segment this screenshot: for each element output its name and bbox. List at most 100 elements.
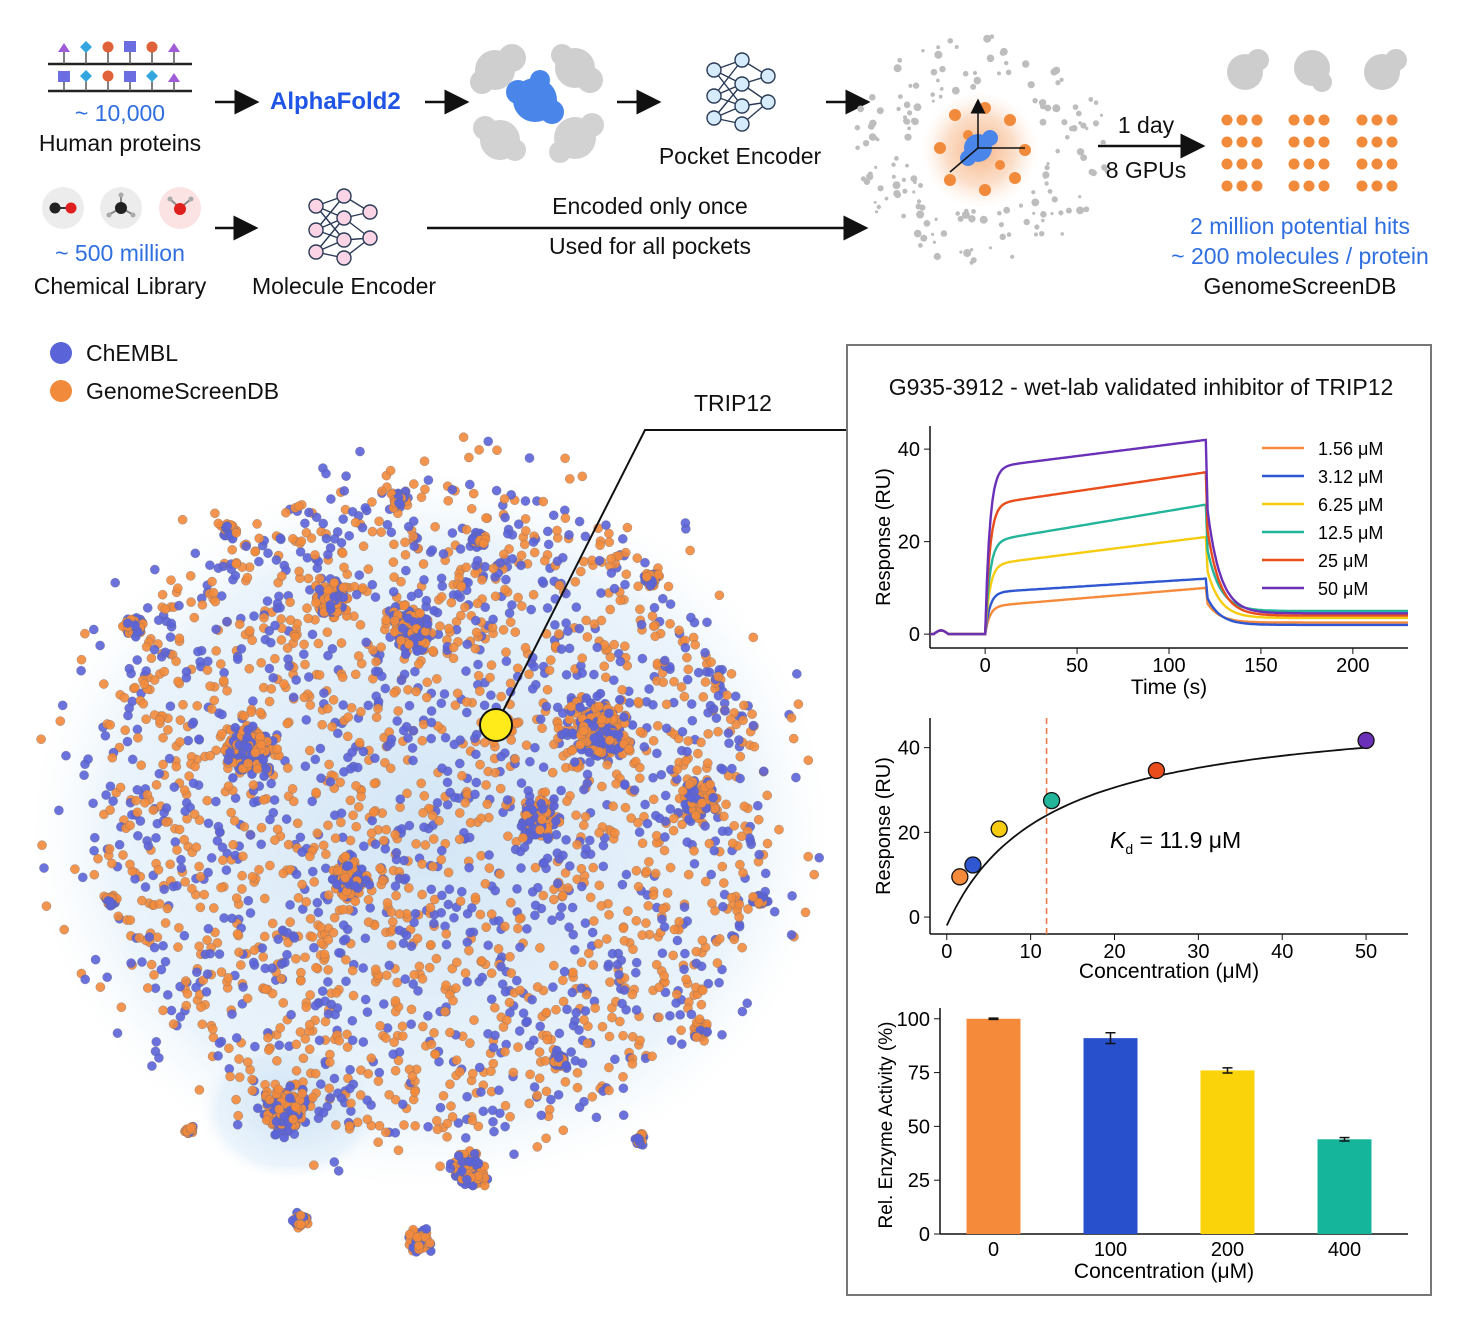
chembl-point <box>400 649 411 660</box>
genomescreendb-point <box>558 1125 569 1136</box>
genomescreendb-point <box>582 632 593 642</box>
chembl-point <box>426 733 437 744</box>
chembl-point <box>564 643 575 654</box>
molecule-dot <box>1039 231 1045 237</box>
genomescreendb-point <box>331 988 342 998</box>
genomescreendb-point <box>276 571 287 582</box>
chembl-point <box>245 908 256 918</box>
genomescreendb-point <box>159 666 170 677</box>
chembl-point <box>268 672 279 683</box>
genomescreendb-point <box>208 587 219 598</box>
panel-title: G935-3912 - wet-lab validated inhibitor … <box>888 374 1394 400</box>
genomescreendb-point <box>693 748 703 759</box>
genomescreendb-point <box>187 883 197 894</box>
chembl-point <box>270 620 280 631</box>
chembl-point <box>516 821 527 832</box>
trip12-highlight-point[interactable] <box>479 708 513 742</box>
molecule-encoder-label: Molecule Encoder <box>251 273 437 299</box>
chembl-point <box>461 707 472 718</box>
genomescreendb-point <box>446 597 457 608</box>
molecule-dot <box>873 200 877 204</box>
genomescreendb-point <box>120 725 131 736</box>
chembl-point <box>679 902 690 912</box>
genomescreendb-point <box>301 897 312 907</box>
molecule-dot <box>896 106 901 112</box>
genomescreendb-point <box>418 1021 428 1032</box>
molecule-dot <box>1055 148 1060 154</box>
genomescreendb-point <box>149 675 160 685</box>
chembl-point <box>426 717 437 728</box>
chembl-point <box>447 528 458 538</box>
chembl-point <box>360 994 371 1005</box>
molecule-dot <box>892 181 901 190</box>
chembl-point <box>742 998 753 1009</box>
chembl-point <box>538 762 549 773</box>
genomescreendb-point <box>350 517 361 528</box>
genomescreendb-point <box>293 501 304 512</box>
genomescreendb-point <box>749 741 760 752</box>
genomescreendb-point <box>272 744 283 754</box>
genomescreendb-point <box>303 613 314 624</box>
hit-dot <box>1236 136 1248 148</box>
genomescreendb-point <box>464 945 474 956</box>
genomescreendb-point <box>304 1044 315 1055</box>
chembl-point <box>584 747 594 758</box>
chembl-point <box>174 600 184 611</box>
chembl-point <box>388 1049 399 1060</box>
chembl-point <box>345 1064 355 1075</box>
genomescreendb-point <box>587 1091 598 1102</box>
genomescreendb-point <box>490 767 501 778</box>
chembl-point <box>340 934 351 945</box>
genomescreendb-point <box>658 903 668 914</box>
chembl-point <box>355 446 365 457</box>
chembl-point <box>666 1035 677 1045</box>
chembl-point <box>542 526 553 537</box>
chembl-point <box>571 1007 582 1018</box>
genomescreendb-point <box>207 1024 218 1034</box>
genomescreendb-point <box>442 1118 453 1129</box>
chembl-point <box>429 918 439 929</box>
genomescreendb-point <box>481 922 492 933</box>
genomescreendb-point <box>348 990 359 1001</box>
chembl-point <box>358 746 369 757</box>
genomescreendb-point <box>590 1003 601 1013</box>
chembl-point <box>516 863 526 873</box>
genomescreendb-point <box>107 752 118 763</box>
genomescreendb-point <box>146 959 157 970</box>
chembl-point <box>100 730 111 741</box>
genomescreendb-point <box>417 974 428 984</box>
genomescreendb-point <box>312 828 323 839</box>
genomescreendb-point <box>473 1121 484 1132</box>
genomescreendb-point <box>465 817 476 828</box>
genomescreendb-point <box>390 1094 401 1105</box>
hit-dot <box>1356 158 1368 170</box>
hit-dot <box>1221 136 1233 148</box>
genomescreendb-point <box>375 1021 386 1031</box>
genomescreendb-point <box>697 798 707 808</box>
chembl-point <box>175 1012 186 1022</box>
chembl-point <box>429 605 439 616</box>
genomescreendb-point <box>363 1068 374 1079</box>
chembl-point <box>218 561 228 572</box>
genomescreendb-point <box>357 583 368 593</box>
genomescreendb-point <box>595 540 605 551</box>
chembl-point <box>500 1121 510 1132</box>
genomescreendb-point <box>353 802 364 812</box>
genomescreendb-point <box>190 761 200 772</box>
chembl-point <box>427 545 438 555</box>
genomescreendb-point <box>475 759 485 770</box>
genomescreendb-point <box>412 933 423 944</box>
chembl-point <box>132 784 143 795</box>
genomescreendb-point <box>493 944 504 954</box>
genomescreendb-point <box>654 1012 664 1023</box>
chembl-point <box>203 923 214 934</box>
chembl-point <box>410 908 421 919</box>
chembl-point <box>315 1079 326 1089</box>
genomescreendb-point <box>339 562 349 573</box>
genomescreendb-point <box>481 513 491 523</box>
molecule-dot <box>1046 162 1050 166</box>
chembl-point <box>515 846 526 857</box>
chembl-point <box>714 977 724 988</box>
genomescreendb-point <box>231 527 242 538</box>
chembl-point <box>130 620 140 630</box>
